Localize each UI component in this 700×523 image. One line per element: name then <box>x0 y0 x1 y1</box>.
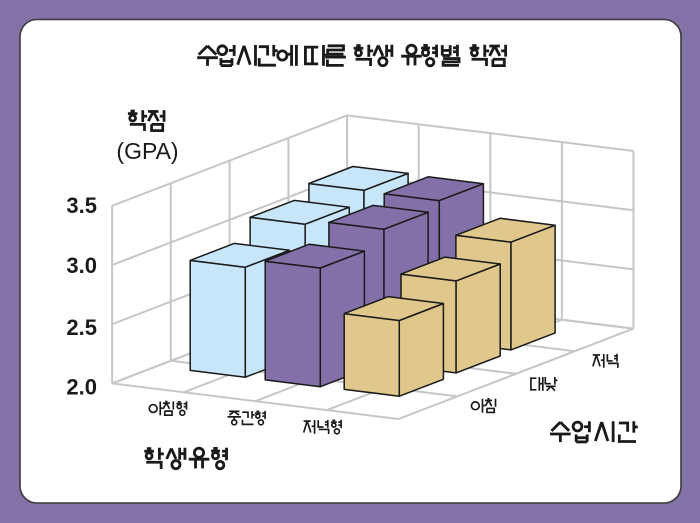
svg-text:(GPA): (GPA) <box>116 138 178 164</box>
svg-text:2.5: 2.5 <box>66 315 97 340</box>
svg-text:3.5: 3.5 <box>66 193 97 218</box>
svg-text:2.0: 2.0 <box>66 374 97 399</box>
svg-text:3.0: 3.0 <box>66 253 97 278</box>
